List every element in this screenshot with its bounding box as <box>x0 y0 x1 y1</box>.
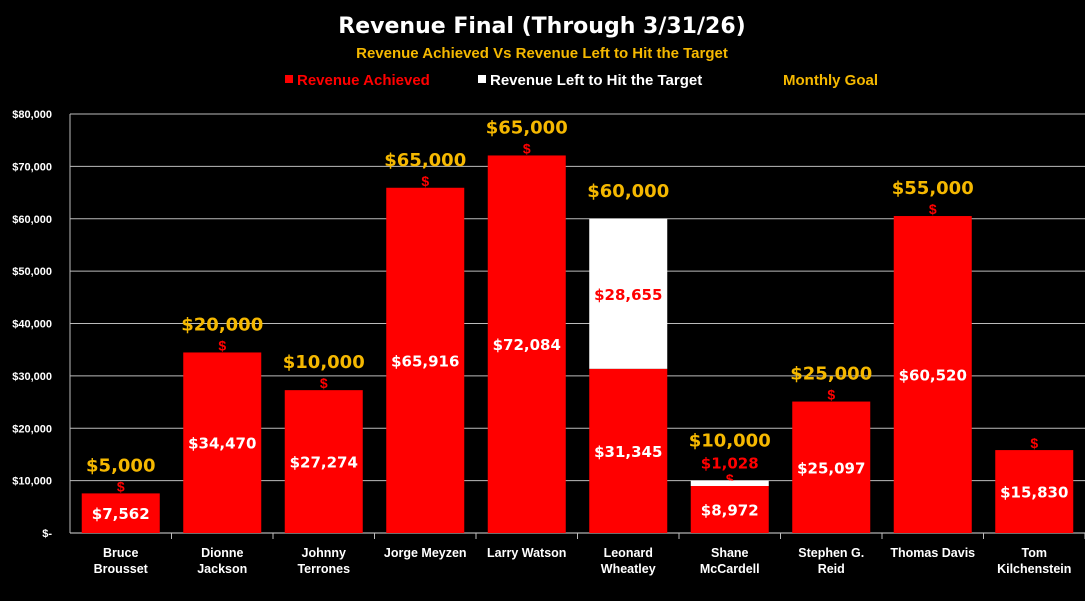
goal-label: $60,000 <box>587 181 669 202</box>
goal-marker: $ <box>1030 435 1038 451</box>
left-label: $1,028 <box>701 455 759 473</box>
x-category-label: Wheatley <box>601 562 656 576</box>
achieved-label: $65,916 <box>391 352 459 370</box>
y-tick-label: $80,000 <box>12 109 52 121</box>
achieved-label: $8,972 <box>701 502 759 520</box>
x-category-label: Kilchenstein <box>997 562 1071 576</box>
bar-left <box>690 480 769 487</box>
x-category-label: Jorge Meyzen <box>384 546 467 560</box>
legend-goal: Monthly Goal <box>783 72 878 89</box>
bar-achieved <box>589 368 668 533</box>
achieved-label: $25,097 <box>797 459 865 477</box>
goal-marker: $ <box>320 375 328 391</box>
goal-label: $55,000 <box>892 178 974 199</box>
achieved-label: $60,520 <box>899 367 967 385</box>
goal-label: $65,000 <box>384 150 466 171</box>
achieved-label: $27,274 <box>290 454 358 472</box>
achieved-label: $15,830 <box>1000 484 1068 502</box>
x-category-label: Thomas Davis <box>890 546 975 560</box>
y-tick-label: $10,000 <box>12 476 52 488</box>
legend-achieved: Revenue Achieved <box>297 72 430 89</box>
goal-marker: $ <box>929 201 937 217</box>
y-tick-label: $20,000 <box>12 423 52 435</box>
bar-achieved <box>386 187 465 533</box>
y-tick-label: $70,000 <box>12 161 52 173</box>
x-category-label: Stephen G. <box>798 546 864 560</box>
bar-achieved <box>792 401 871 533</box>
chart-title: Revenue Final (Through 3/31/26) <box>338 14 745 39</box>
goal-label: $65,000 <box>486 117 568 138</box>
x-category-label: Dionne <box>201 546 243 560</box>
goal-marker: $ <box>726 471 734 487</box>
bar-left <box>589 218 668 369</box>
y-tick-label: $- <box>42 528 52 540</box>
achieved-label: $72,084 <box>493 336 561 354</box>
chart-subtitle: Revenue Achieved Vs Revenue Left to Hit … <box>356 45 728 62</box>
bar-achieved <box>893 216 972 534</box>
legend-swatch-left <box>478 75 486 83</box>
goal-label: $25,000 <box>790 364 872 385</box>
x-category-label: Leonard <box>604 546 653 560</box>
legend-swatch-achieved <box>285 75 293 83</box>
goal-label: $20,000 <box>181 314 263 335</box>
x-category-label: McCardell <box>700 562 760 576</box>
x-category-label: Terrones <box>297 562 350 576</box>
y-tick-label: $30,000 <box>12 371 52 383</box>
bar-achieved <box>81 493 160 533</box>
goal-label: $10,000 <box>689 431 771 452</box>
bar-achieved <box>995 450 1074 533</box>
x-category-label: Shane <box>711 546 749 560</box>
legend-left: Revenue Left to Hit the Target <box>490 72 702 89</box>
x-category-label: Jackson <box>197 562 247 576</box>
y-tick-label: $40,000 <box>12 319 52 331</box>
x-category-label: Larry Watson <box>487 546 566 560</box>
goal-marker: $ <box>218 337 226 353</box>
x-category-label: Tom <box>1022 546 1047 560</box>
goal-marker: $ <box>421 173 429 189</box>
achieved-label: $34,470 <box>188 435 256 453</box>
achieved-label: $31,345 <box>594 443 662 461</box>
goal-label: $5,000 <box>86 455 155 476</box>
bar-achieved <box>690 486 769 533</box>
x-category-label: Reid <box>818 562 845 576</box>
bar-achieved <box>284 390 363 533</box>
goal-label: $10,000 <box>283 352 365 373</box>
x-category-label: Bruce <box>103 546 138 560</box>
achieved-label: $7,562 <box>92 505 150 523</box>
y-tick-label: $60,000 <box>12 214 52 226</box>
goal-marker: $ <box>827 387 835 403</box>
legend: Revenue Achieved Revenue Left to Hit the… <box>285 72 878 89</box>
x-category-label: Brousset <box>94 562 149 576</box>
y-tick-label: $50,000 <box>12 266 52 278</box>
bar-achieved <box>487 155 566 533</box>
goal-marker: $ <box>523 140 531 156</box>
goal-marker: $ <box>117 478 125 494</box>
left-label: $28,655 <box>594 286 662 304</box>
x-category-label: Johnny <box>302 546 346 560</box>
bar-achieved <box>183 352 262 533</box>
